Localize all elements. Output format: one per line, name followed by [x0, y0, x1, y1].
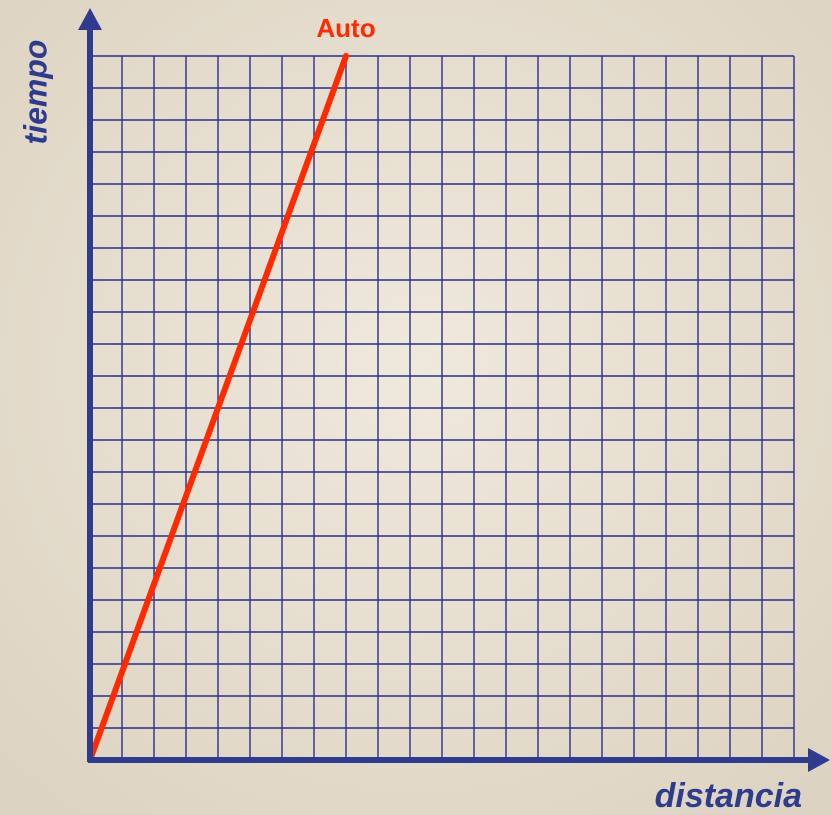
grid	[89, 55, 795, 761]
marks: Auto	[87, 13, 376, 763]
y-axis-arrow	[78, 8, 102, 30]
x-axis-label: distancia	[655, 777, 802, 815]
series-label: Auto	[316, 13, 375, 43]
data-line	[87, 53, 349, 763]
axes	[78, 8, 830, 772]
y-axis-label: tiempo	[17, 40, 53, 145]
x-axis-arrow	[808, 748, 830, 772]
